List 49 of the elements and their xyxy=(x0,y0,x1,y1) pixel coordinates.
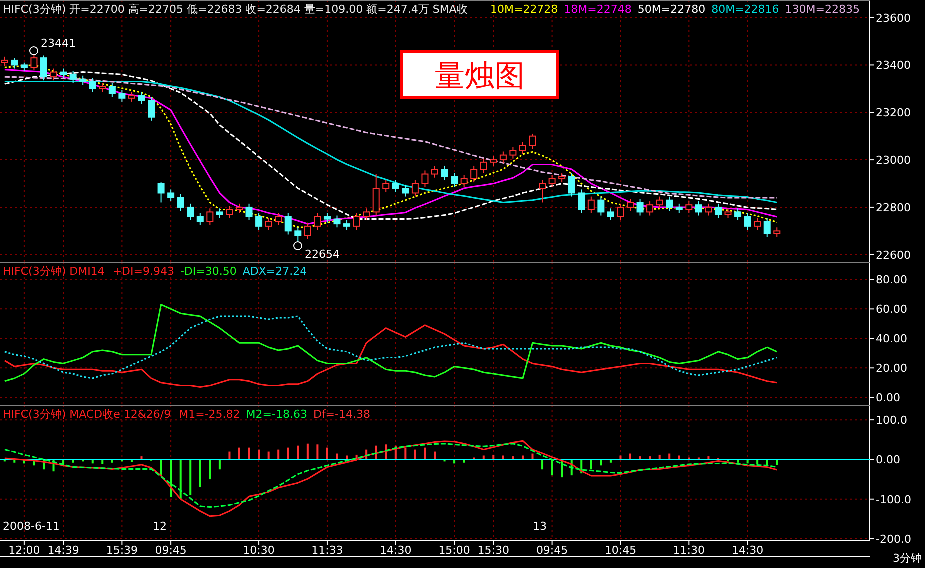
x-tick-label: 09:45 xyxy=(155,544,187,557)
annotation: 22654 xyxy=(305,248,340,261)
chart-title: HIFC(3分钟) MACD收e 12&26/9 xyxy=(3,408,172,421)
x-tick-label: 15:30 xyxy=(478,544,510,557)
x-tick-label: 10:45 xyxy=(604,544,637,557)
y-tick-label: 22800 xyxy=(876,201,911,214)
x-tick-label: 14:30 xyxy=(380,544,412,557)
x-tick-label: 11:33 xyxy=(312,544,344,557)
text: 10M=22728 xyxy=(490,3,558,16)
annotation: 2008-6-11 xyxy=(3,520,60,533)
text: M1=-25.82 xyxy=(179,408,240,421)
text: 50M=22780 xyxy=(638,3,706,16)
y-tick-label: 0.00 xyxy=(876,454,900,467)
y-tick-label: 80.00 xyxy=(876,274,908,287)
text: 130M=22835 xyxy=(785,3,860,16)
y-tick-label: 40.00 xyxy=(876,332,908,346)
x-tick-label: 10:30 xyxy=(243,544,275,557)
annotation: 12 xyxy=(153,520,167,533)
x-tick-label: 14:39 xyxy=(48,544,80,557)
y-tick-label: 23200 xyxy=(876,106,911,120)
x-tick-label: 11:30 xyxy=(673,544,706,557)
y-tick-label: 60.00 xyxy=(876,303,908,316)
y-tick-label: 23600 xyxy=(876,12,911,25)
y-tick-label: 0.00 xyxy=(876,392,900,405)
annotation: 23441 xyxy=(41,37,76,50)
text: 3分钟 xyxy=(893,552,922,565)
y-tick-label: 20.00 xyxy=(876,362,908,376)
y-tick-label: 23000 xyxy=(876,154,911,168)
annotation: 量烛图 xyxy=(435,59,525,94)
y-tick-label: -100.0 xyxy=(876,493,912,506)
x-tick-label: 14:30 xyxy=(732,544,764,557)
chart-title: HIFC(3分钟) 开=22700 高=22705 低=22683 收=22684 量=109.00 额=247.4万 SMA收 xyxy=(3,3,468,16)
text: Df=-14.38 xyxy=(313,408,370,421)
text: +DI=9.943 xyxy=(112,265,174,278)
x-tick-label: 12:00 xyxy=(8,544,40,557)
x-tick-label: 15:39 xyxy=(106,544,138,557)
x-tick-label: 15:00 xyxy=(438,544,470,557)
text: -DI=30.50 xyxy=(180,265,237,278)
annotation: 13 xyxy=(533,520,547,533)
text: M2=-18.63 xyxy=(246,408,308,421)
text: ADX=27.24 xyxy=(242,265,308,278)
y-tick-label: 23400 xyxy=(876,59,911,72)
text: 18M=22748 xyxy=(564,3,632,16)
text: 80M=22816 xyxy=(712,3,780,16)
x-tick-label: 09:45 xyxy=(536,544,568,557)
y-tick-label: 100.0 xyxy=(876,414,908,428)
y-tick-label: 22600 xyxy=(876,248,911,262)
y-tick-label: -200.0 xyxy=(876,533,912,546)
chart-title: HIFC(3分钟) DMI14 xyxy=(3,265,105,278)
